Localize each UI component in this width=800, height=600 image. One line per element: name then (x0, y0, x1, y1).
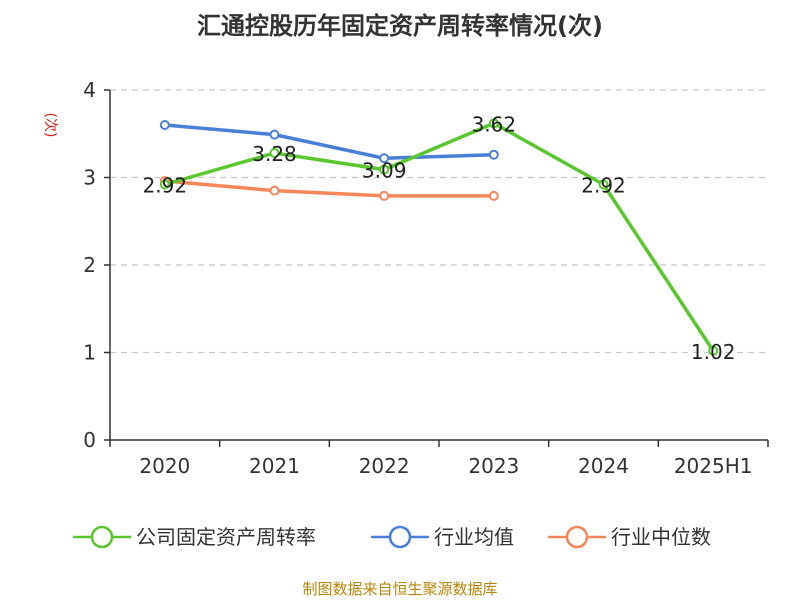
data-label: 2.92 (581, 174, 626, 198)
axes: 0 1 2 3 4 2020 2021 2022 2023 2024 2025H1 (次) (42, 78, 769, 478)
data-label: 3.28 (252, 142, 297, 166)
data-labels: 2.92 3.28 3.09 3.62 2.92 1.02 (143, 112, 736, 364)
y-tick-label: 0 (83, 428, 96, 452)
data-point (159, 120, 170, 130)
legend-item: 行业均值 (371, 525, 514, 549)
data-label: 2.92 (143, 174, 188, 198)
data-label: 1.02 (691, 340, 736, 364)
chart-title: 汇通控股历年固定资产周转率情况(次) (197, 12, 603, 40)
legend-marker (565, 525, 589, 549)
x-tick-label: 2023 (468, 454, 519, 478)
y-tick-label: 2 (83, 253, 96, 277)
data-point (269, 148, 280, 158)
y-axis-label: (次) (42, 113, 58, 138)
legend-marker (388, 525, 412, 549)
legend-marker (90, 525, 114, 549)
data-point (708, 345, 719, 356)
data-label: 3.09 (362, 159, 407, 183)
data-point (379, 190, 390, 201)
x-tick-label: 2020 (139, 454, 190, 478)
data-point (269, 129, 280, 140)
series-line (164, 121, 715, 352)
data-point (159, 179, 170, 190)
data-point (379, 164, 390, 175)
legend-label: 公司固定资产周转率 (136, 525, 316, 549)
y-tick-label: 3 (83, 166, 96, 190)
data-point (379, 153, 390, 164)
series-lines (159, 118, 719, 356)
y-tick-label: 4 (83, 78, 96, 102)
x-tick-label: 2021 (249, 454, 300, 478)
x-tick-label: 2025H1 (674, 454, 753, 478)
x-tick-label: 2022 (359, 454, 410, 478)
y-tick-label: 1 (83, 341, 96, 365)
data-point (488, 190, 499, 201)
data-point (269, 185, 280, 196)
legend: 公司固定资产周转率 行业均值 行业中位数 (73, 525, 711, 549)
x-tick-label: 2024 (578, 454, 629, 478)
series-line (164, 179, 494, 198)
legend-label: 行业中位数 (611, 525, 711, 549)
series-line (164, 123, 494, 160)
source-note: 制图数据来自恒生聚源数据库 (302, 580, 498, 598)
data-point (488, 118, 499, 129)
data-point (488, 149, 499, 160)
legend-item: 行业中位数 (548, 525, 711, 549)
data-label: 3.62 (472, 112, 517, 136)
legend-label: 行业均值 (434, 525, 514, 549)
legend-item: 公司固定资产周转率 (73, 525, 316, 549)
data-point (598, 179, 609, 190)
